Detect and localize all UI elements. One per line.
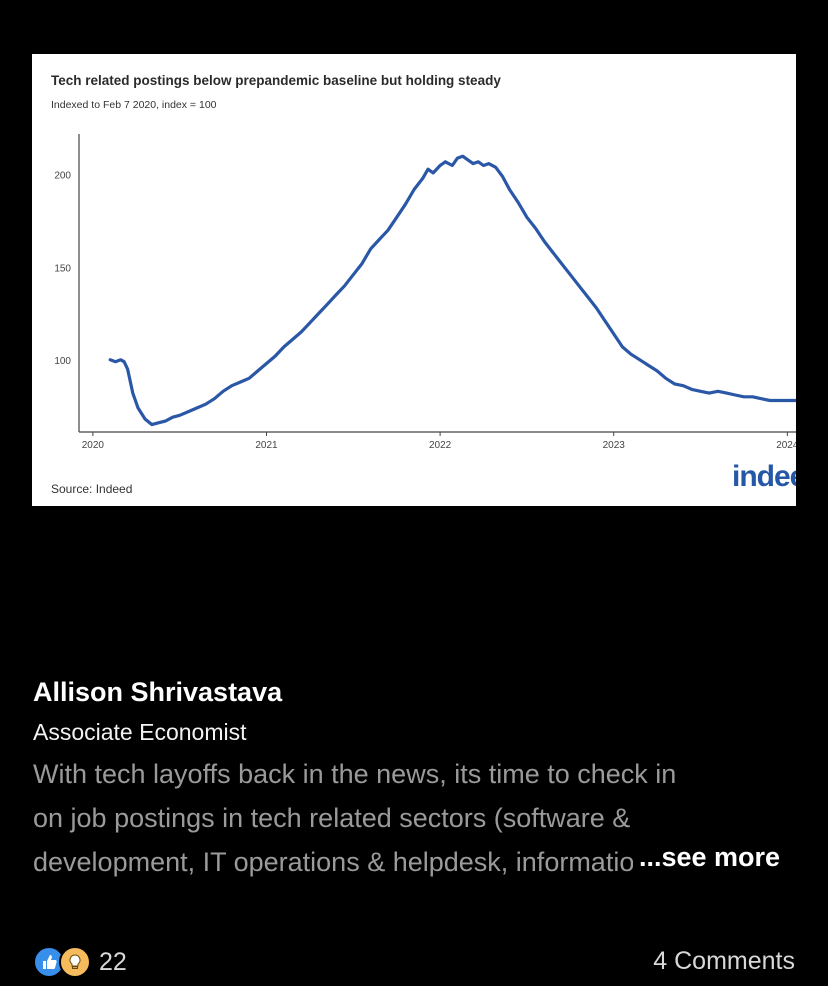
insightful-icon <box>59 946 91 978</box>
line-chart: 100 150 200 2020 2021 2022 2023 2024 <box>54 134 796 451</box>
chart-source: Source: Indeed <box>51 482 133 496</box>
y-tick-label: 100 <box>54 356 71 367</box>
chart-subtitle: Indexed to Feb 7 2020, index = 100 <box>51 99 217 111</box>
y-tick-label: 150 <box>54 263 71 274</box>
y-tick-label: 200 <box>54 171 71 182</box>
x-axis-ticks: 2020 2021 2022 2023 2024 <box>82 432 796 451</box>
y-axis-ticks: 100 150 200 <box>54 171 71 367</box>
comments-count[interactable]: 4 Comments <box>653 947 795 975</box>
reaction-count: 22 <box>99 947 127 976</box>
x-tick-label: 2021 <box>255 440 278 451</box>
author-title: Associate Economist <box>33 719 247 745</box>
post-text-line: With tech layoffs back in the news, its … <box>33 759 677 789</box>
x-tick-label: 2020 <box>82 440 105 451</box>
x-tick-label: 2023 <box>603 440 626 451</box>
see-more-button[interactable]: ...see more <box>637 842 781 873</box>
indeed-logo: indeed <box>732 460 796 493</box>
post-text-line: on job postings in tech related sectors … <box>33 803 631 833</box>
x-tick-label: 2022 <box>429 440 452 451</box>
post-image[interactable]: 100 150 200 2020 2021 2022 2023 2024 Tech rela… <box>32 54 796 506</box>
x-tick-label: 2024 <box>776 440 796 451</box>
series-line <box>108 154 796 427</box>
post-text: With tech layoffs back in the news, its … <box>33 752 803 884</box>
post-text-line: development, IT operations & helpdesk, i… <box>33 847 633 877</box>
chart-title: Tech related postings below prepandemic … <box>51 73 501 88</box>
reactions-summary[interactable]: 22 <box>33 946 127 978</box>
author-name[interactable]: Allison Shrivastava <box>33 677 283 707</box>
